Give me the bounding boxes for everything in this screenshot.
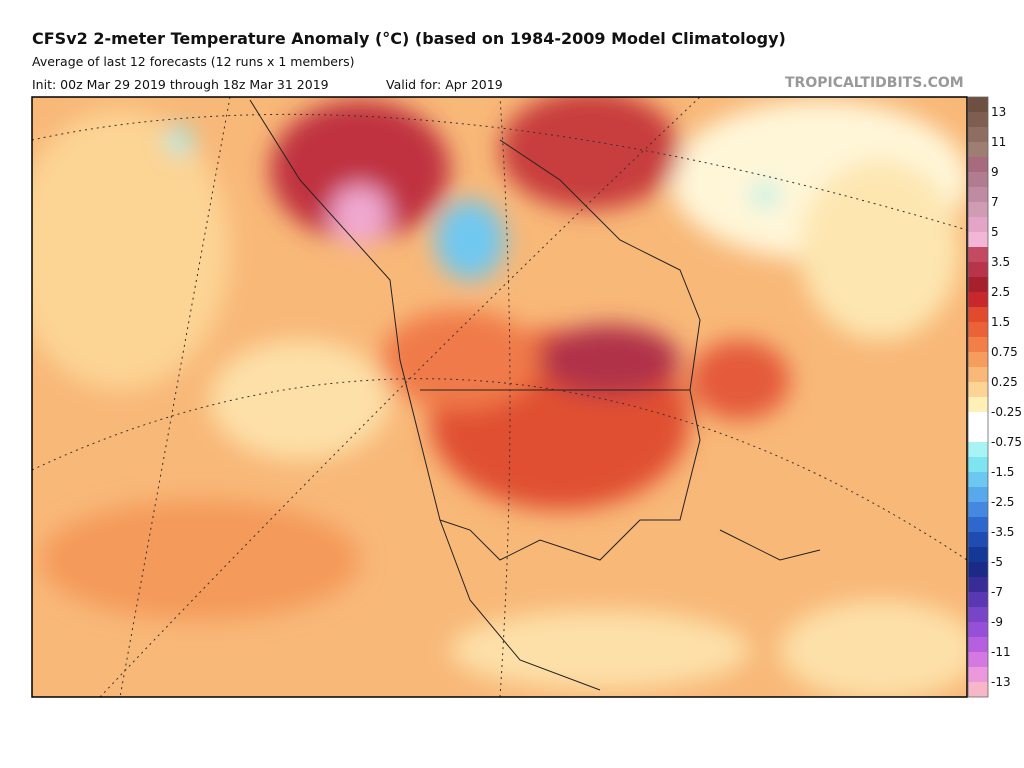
init-time: Init: 00z Mar 29 2019 through 18z Mar 31… [32,77,329,92]
colorbar-swatch [968,202,988,217]
colorbar-swatch [968,187,988,202]
colorbar-swatch [968,532,988,547]
colorbar-label: -7 [991,585,1003,599]
colorbar-swatch [968,157,988,172]
colorbar-swatch [968,472,988,487]
colorbar-label: 7 [991,195,999,209]
colorbar-label: 2.5 [991,285,1010,299]
colorbar-swatch [968,262,988,277]
colorbar-swatch [968,397,988,412]
colorbar-swatch [968,382,988,397]
colorbar-swatch [968,487,988,502]
map-frame [31,96,968,698]
colorbar-swatch [968,322,988,337]
colorbar-swatch [968,127,988,142]
colorbar-swatch [968,232,988,247]
colorbar-label: -1.5 [991,465,1014,479]
colorbar-swatch [968,592,988,607]
colorbar-label: 0.75 [991,345,1018,359]
colorbar-swatch [968,112,988,127]
colorbar-frame [967,96,989,698]
colorbar-swatch [968,637,988,652]
colorbar-label: 1.5 [991,315,1010,329]
colorbar-label: 0.25 [991,375,1018,389]
colorbar-swatch [968,172,988,187]
colorbar-label: 13 [991,105,1006,119]
colorbar-label: -0.75 [991,435,1022,449]
colorbar-swatch [968,352,988,367]
colorbar-swatch [968,97,988,112]
colorbar-swatch [968,292,988,307]
colorbar-swatch [968,517,988,532]
title: CFSv2 2-meter Temperature Anomaly (°C) (… [32,29,786,48]
colorbar-label: -0.25 [991,405,1022,419]
colorbar-swatch [968,622,988,637]
colorbar-label: 11 [991,135,1006,149]
colorbar-swatch [968,337,988,352]
colorbar-swatch [968,142,988,157]
coastlines [249,99,821,691]
colorbar-label: 3.5 [991,255,1010,269]
colorbar-swatch [968,667,988,682]
colorbar-swatch [968,682,988,697]
colorbar-label: 9 [991,165,999,179]
colorbar-swatch [968,247,988,262]
colorbar-swatch [968,607,988,622]
colorbar-label: -5 [991,555,1003,569]
site-name: TROPICALTIDBITS.COM [785,75,964,91]
subtitle: Average of last 12 forecasts (12 runs x … [32,54,355,69]
colorbar-swatch [968,577,988,592]
colorbar-swatch [968,652,988,667]
colorbar-swatch [968,457,988,472]
colorbar: 13 11 9 7 5 3.5 2.5 1.5 0.75 0.25 -0.25 -0.75 -1.5 -2… [967,96,1022,698]
graticule [32,97,967,697]
colorbar-swatch [968,277,988,292]
colorbar-swatch [968,427,988,442]
anomaly-field [32,97,967,697]
colorbar-label: -11 [991,645,1011,659]
colorbar-label: 5 [991,225,999,239]
colorbar-swatch [968,442,988,457]
colorbar-swatch [968,547,988,562]
valid-time: Valid for: Apr 2019 [386,77,503,92]
colorbar-label: -3.5 [991,525,1014,539]
colorbar-swatch [968,562,988,577]
colorbar-swatch [968,502,988,517]
colorbar-swatch [968,412,988,427]
colorbar-swatch [968,307,988,322]
colorbar-swatch [968,367,988,382]
colorbar-swatch [968,217,988,232]
colorbar-label: -9 [991,615,1003,629]
colorbar-label: -13 [991,675,1011,689]
colorbar-label: -2.5 [991,495,1014,509]
